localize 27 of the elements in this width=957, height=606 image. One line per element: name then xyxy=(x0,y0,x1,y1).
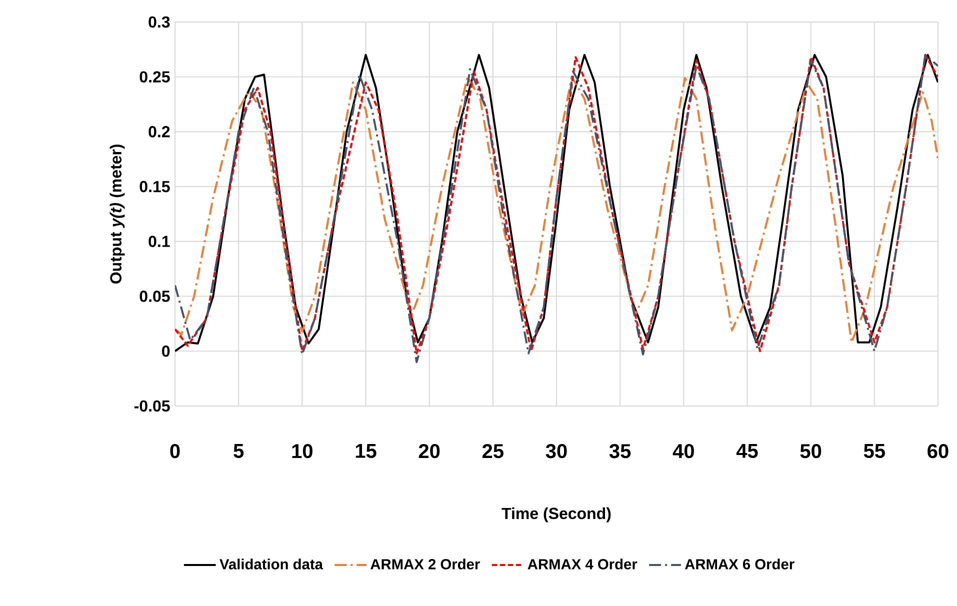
x-tick-label: 10 xyxy=(292,444,312,458)
legend-label: ARMAX 2 Order xyxy=(370,558,480,570)
y-tick-label: 0.05 xyxy=(140,290,170,302)
legend-label: Validation data xyxy=(220,558,324,570)
x-tick-label: 20 xyxy=(418,444,440,458)
x-tick-label: 40 xyxy=(672,444,694,458)
y-axis-title: Output y(t) (meter) xyxy=(110,144,125,284)
x-tick-label: 15 xyxy=(356,444,376,458)
legend-label: ARMAX 4 Order xyxy=(528,558,638,570)
x-tick-label: 5 xyxy=(234,444,244,458)
x-tick-label: 30 xyxy=(546,444,567,458)
y-tick-label: 0.1 xyxy=(148,236,170,248)
y-tick-label: 0.25 xyxy=(140,71,170,83)
y-tick-label: 0.3 xyxy=(148,16,170,28)
y-tick-label: 0 xyxy=(162,345,170,357)
x-tick-label: 50 xyxy=(800,444,822,458)
x-tick-label: 45 xyxy=(736,444,758,458)
x-tick-label: 0 xyxy=(170,444,180,458)
legend-label: ARMAX 6 Order xyxy=(684,558,794,570)
x-tick-label: 55 xyxy=(864,444,885,458)
x-axis-title: Time (Second) xyxy=(502,507,611,522)
y-tick-label: -0.05 xyxy=(134,400,170,412)
x-tick-label: 35 xyxy=(609,444,631,458)
x-tick-label: 25 xyxy=(482,444,504,458)
x-tick-label: 60 xyxy=(928,444,948,458)
y-tick-label: 0.2 xyxy=(148,126,170,138)
y-tick-label: 0.15 xyxy=(140,180,170,192)
